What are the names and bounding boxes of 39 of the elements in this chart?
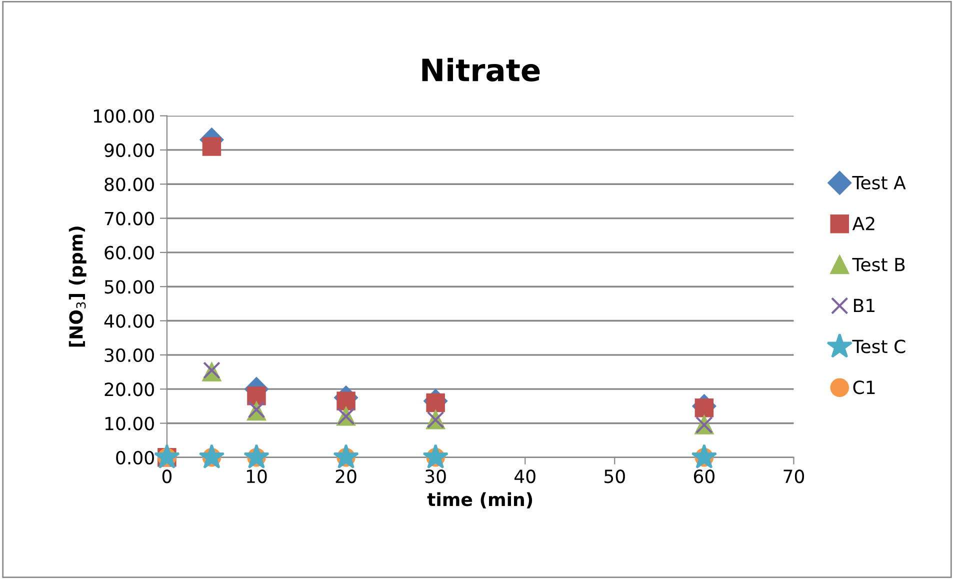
y-tick-label: 20.00 (104, 382, 154, 396)
x-tick-label: 0 (162, 470, 172, 484)
legend-label: B1 (854, 298, 874, 312)
x-tick-label: 10 (246, 470, 267, 484)
y-tick-label: 10.00 (105, 416, 154, 430)
point (426, 393, 445, 412)
y-tick-label: 0.00 (116, 450, 154, 465)
point (244, 444, 270, 469)
legend-label: Test B (852, 258, 905, 272)
chart-title: Nitrate (422, 58, 540, 82)
y-tick-label: 100.00 (94, 109, 154, 123)
y-tick-label: 70.00 (104, 212, 154, 226)
point (694, 398, 714, 418)
x-tick-label: 60 (694, 470, 714, 484)
point (154, 444, 180, 469)
y-axis-title: [NO$_{3}$] (ppm) (68, 226, 86, 347)
point (691, 444, 718, 469)
x-tick-label: 30 (425, 470, 446, 484)
y-tick-label: 80.00 (104, 178, 154, 192)
legend-label: Test A (852, 176, 906, 190)
x-axis-title: time (min) (427, 492, 532, 508)
y-tick-label: 60.00 (104, 246, 154, 260)
legend-label: C1 (853, 380, 875, 394)
x-tick-label: 20 (336, 470, 356, 484)
point (202, 137, 222, 156)
point (247, 386, 266, 406)
point (336, 392, 356, 410)
y-tick-label: 50.00 (104, 280, 154, 294)
x-tick-label: 70 (784, 470, 804, 484)
point (422, 444, 449, 469)
x-tick-label: 50 (604, 470, 625, 484)
legend-label: A2 (852, 216, 874, 230)
legend-label: Test C (852, 340, 906, 354)
point (198, 444, 225, 469)
point (333, 444, 359, 469)
y-tick-label: 30.00 (104, 348, 154, 362)
y-tick-label: 40.00 (104, 314, 154, 328)
x-tick-label: 40 (514, 470, 536, 484)
y-tick-label: 90.00 (104, 143, 154, 158)
